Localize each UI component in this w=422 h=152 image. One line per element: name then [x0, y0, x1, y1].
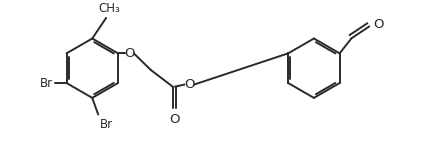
Text: O: O [169, 113, 179, 126]
Text: Br: Br [41, 76, 54, 90]
Text: O: O [124, 47, 134, 60]
Text: O: O [184, 78, 195, 91]
Text: CH₃: CH₃ [98, 2, 120, 15]
Text: O: O [373, 18, 384, 31]
Text: Br: Br [100, 118, 113, 131]
